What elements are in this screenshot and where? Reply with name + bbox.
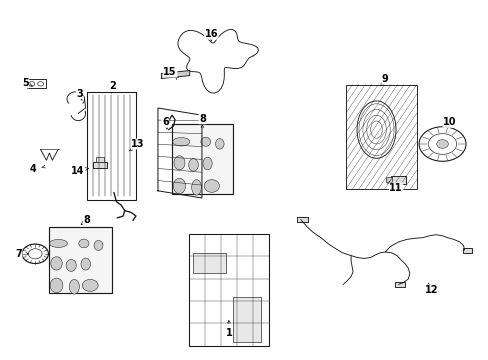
Bar — [390, 176, 405, 184]
Ellipse shape — [69, 279, 79, 294]
Text: 4: 4 — [30, 164, 37, 174]
Bar — [96, 157, 103, 162]
Bar — [462, 248, 471, 253]
Ellipse shape — [49, 239, 67, 247]
Ellipse shape — [172, 138, 189, 146]
Bar — [49, 227, 112, 293]
Circle shape — [418, 127, 465, 161]
Text: 5: 5 — [22, 78, 29, 88]
Text: 8: 8 — [83, 215, 90, 225]
Ellipse shape — [66, 260, 76, 271]
Ellipse shape — [50, 278, 63, 293]
Bar — [172, 124, 233, 194]
Text: 14: 14 — [70, 166, 84, 176]
Text: 13: 13 — [131, 139, 144, 149]
Text: 10: 10 — [442, 117, 456, 127]
Bar — [87, 92, 136, 200]
Ellipse shape — [204, 180, 219, 192]
Bar — [346, 85, 416, 189]
Text: 11: 11 — [388, 183, 402, 193]
Text: 16: 16 — [204, 29, 218, 39]
Text: 7: 7 — [15, 249, 22, 259]
Circle shape — [22, 244, 48, 264]
Bar — [386, 177, 391, 182]
Bar — [297, 217, 307, 222]
Text: 8: 8 — [199, 114, 205, 124]
Bar — [188, 234, 268, 346]
Ellipse shape — [51, 257, 62, 270]
Circle shape — [28, 249, 42, 259]
Circle shape — [38, 82, 43, 86]
Circle shape — [29, 82, 35, 86]
Text: 1: 1 — [225, 328, 232, 338]
Ellipse shape — [173, 178, 185, 194]
Circle shape — [427, 134, 456, 154]
Text: 15: 15 — [163, 67, 177, 77]
Ellipse shape — [79, 239, 89, 248]
Ellipse shape — [188, 159, 198, 171]
Text: 9: 9 — [381, 74, 388, 84]
Bar — [394, 282, 404, 287]
Ellipse shape — [81, 258, 90, 270]
Ellipse shape — [356, 101, 395, 158]
Ellipse shape — [82, 279, 98, 291]
Circle shape — [436, 140, 447, 148]
Ellipse shape — [174, 156, 184, 170]
Ellipse shape — [94, 240, 103, 251]
Bar — [93, 162, 106, 168]
Text: 3: 3 — [76, 89, 83, 99]
Ellipse shape — [201, 137, 210, 146]
Text: 6: 6 — [162, 117, 168, 127]
Bar — [232, 297, 261, 342]
Ellipse shape — [203, 157, 212, 170]
Text: 12: 12 — [424, 285, 437, 295]
Text: 2: 2 — [109, 81, 116, 91]
Ellipse shape — [215, 139, 224, 149]
Bar — [27, 79, 46, 88]
Polygon shape — [161, 71, 189, 78]
Ellipse shape — [191, 180, 201, 195]
Bar — [193, 253, 225, 273]
